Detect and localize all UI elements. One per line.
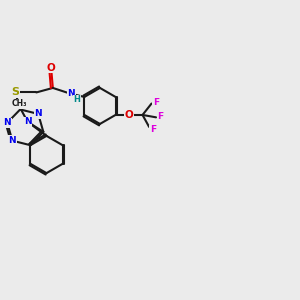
Text: S: S <box>11 87 19 98</box>
Text: O: O <box>47 62 56 73</box>
Text: N: N <box>34 110 42 118</box>
Text: H: H <box>74 95 80 104</box>
Text: F: F <box>153 98 159 107</box>
Text: F: F <box>150 125 156 134</box>
Text: N: N <box>24 117 32 126</box>
Text: F: F <box>158 112 164 121</box>
Text: O: O <box>124 110 133 120</box>
Text: N: N <box>8 136 16 145</box>
Text: N: N <box>67 89 75 98</box>
Text: N: N <box>3 118 11 127</box>
Text: CH₃: CH₃ <box>11 99 27 108</box>
